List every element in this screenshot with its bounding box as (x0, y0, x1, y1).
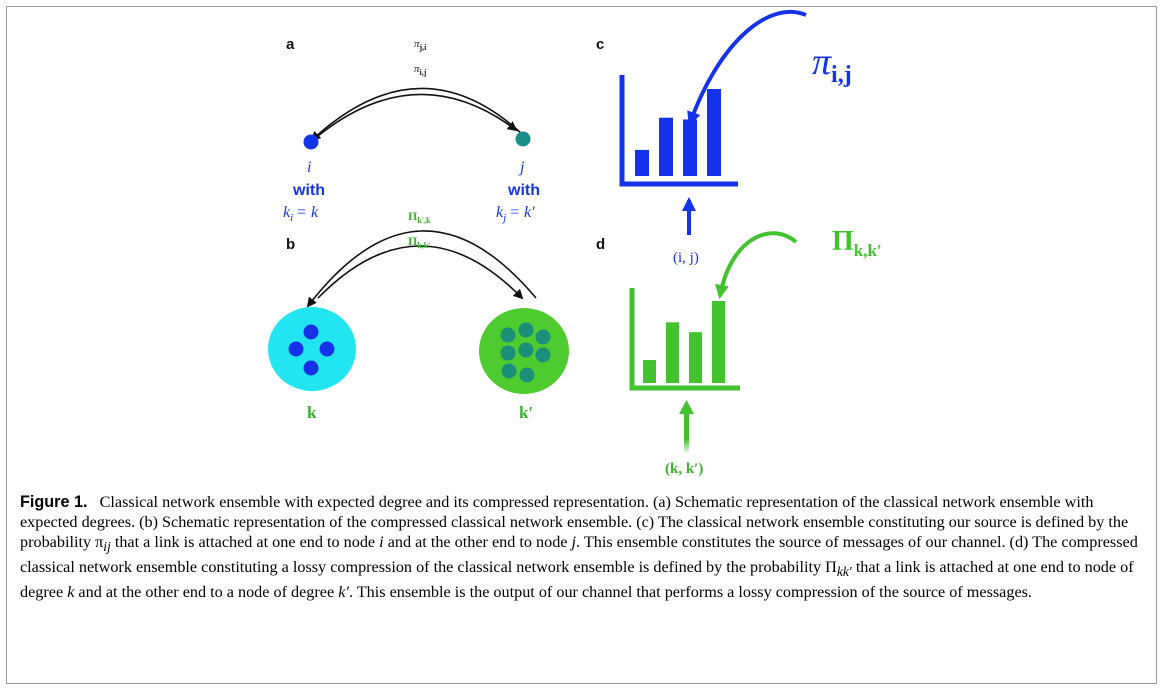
caption-text: and at the other end to a node of degree (74, 583, 339, 602)
pi-ji-label: πj,i (414, 38, 427, 52)
caption-text: that a link is attached at one end to no… (110, 533, 380, 551)
arc-j-to-i (310, 87, 523, 142)
node-i (303, 134, 319, 150)
class-k2-node (535, 329, 551, 345)
class-k-node (303, 360, 319, 376)
class-k2-node (518, 322, 534, 338)
panel-b-letter: b (286, 236, 295, 253)
caption-text: . This ensemble constitutes the source o… (20, 533, 1138, 577)
node-i-degree: ki = k (283, 204, 319, 224)
arc-i-to-j (317, 93, 518, 137)
caption-text: . This ensemble is the output of our cha… (348, 583, 1032, 602)
class-k-node (319, 341, 335, 357)
caption-text: and at the other end to node (383, 533, 572, 551)
caption-text: Classical network ensemble with expected… (20, 493, 1129, 551)
panel-c-bar-2 (659, 117, 673, 176)
pi-ij-label: πi,j (414, 63, 427, 77)
class-k2-node (501, 363, 517, 379)
node-j-degree: kj = k′ (496, 204, 535, 224)
panel-c-pointer-arrow (687, 9, 807, 126)
node-i-label: i (307, 159, 311, 176)
node-i-with: with (292, 182, 325, 199)
panel-d-letter: d (596, 236, 605, 253)
panel-a-letter: a (286, 36, 295, 53)
figure-caption: Figure 1. Classical network ensemble wit… (20, 492, 1145, 602)
node-j (515, 131, 531, 147)
panel-c-letter: c (596, 36, 604, 53)
caption-var: k (67, 583, 75, 602)
node-j-label: j (518, 159, 525, 176)
PI-kk2-label: Πk,k′ (408, 234, 431, 250)
class-k2-node (500, 345, 516, 361)
panel-c-bar-4 (707, 89, 721, 176)
panel-c-big-label: πi,j (812, 41, 852, 88)
panel-d-bar-3 (689, 332, 702, 383)
PI-k2k-label: Πk′,k (408, 209, 431, 225)
class-k2-node (500, 327, 516, 343)
caption-text: that a link is attached at one end to no… (20, 558, 1134, 602)
caption-sub-ij: ij (103, 539, 111, 555)
panel-c-bar-1 (635, 149, 649, 176)
caption-var: j (571, 533, 577, 551)
panel-d-bar-4 (712, 301, 725, 383)
figure-graphic: a πj,i πi,j i with ki = k j with kj = k′ b… (268, 9, 882, 477)
figure-frame (6, 6, 1157, 684)
caption-var: i (379, 533, 384, 551)
class-k-label: k (307, 403, 317, 422)
caption-var: k′ (338, 583, 349, 602)
panel-d-input-arrowhead (679, 400, 694, 414)
node-j-with: with (507, 182, 540, 199)
panel-c-histogram (619, 75, 738, 187)
panel-d-bar-2 (666, 322, 679, 383)
class-k2-node (519, 367, 535, 383)
panel-d-histogram (629, 288, 740, 391)
caption-label: Figure 1. (20, 493, 88, 511)
arc-k-to-k2 (317, 245, 524, 300)
panel-d-big-label: Πk,k′ (832, 226, 882, 260)
panel-c-bar-3 (683, 119, 697, 176)
class-k-prime-label: k′ (519, 403, 533, 422)
panel-d-axes (629, 288, 740, 391)
panel-d-bar-1 (643, 360, 656, 383)
arc-k2-to-k (306, 230, 537, 308)
panel-c-axes (619, 75, 738, 187)
class-k2-node (518, 342, 534, 358)
panel-d-pointer-arrow (715, 231, 798, 299)
class-k-node (303, 324, 319, 340)
panel-d-input-label: (k, k′) (665, 461, 703, 477)
panel-c-input-label: (i, j) (673, 250, 699, 266)
degree-class-k (268, 307, 356, 391)
class-k-node (288, 341, 304, 357)
caption-sub-kk: kk′ (836, 564, 852, 580)
panel-d-input-shaft (684, 412, 689, 454)
class-k2-node (535, 347, 551, 363)
